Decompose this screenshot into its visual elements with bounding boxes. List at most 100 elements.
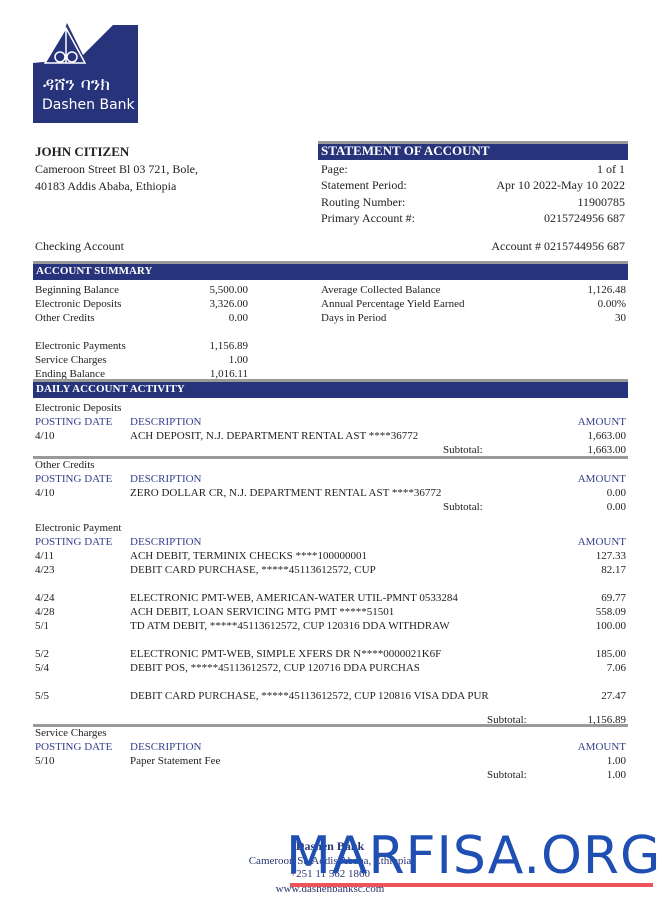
transaction-amount: 27.47 xyxy=(601,690,626,702)
column-posting-date: POSTING DATE xyxy=(35,741,113,753)
summary-value: 1,126.48 xyxy=(587,284,627,296)
summary-value: 1.00 xyxy=(228,354,248,366)
subtotal-label: Subtotal: xyxy=(487,714,527,726)
statement-value: Apr 10 2022-May 10 2022 xyxy=(496,178,625,193)
column-description: DESCRIPTION xyxy=(130,416,202,428)
column-description: DESCRIPTION xyxy=(130,473,202,485)
section-divider xyxy=(33,724,628,727)
transaction-date: 5/4 xyxy=(35,662,50,674)
statement-value: 1 of 1 xyxy=(597,162,625,176)
footer-bank-name: Dashen Bank xyxy=(295,839,365,853)
transaction-amount: 1,663.00 xyxy=(587,430,627,442)
subtotal-value: 1.00 xyxy=(606,769,626,781)
account-number: Account # 0215744956 687 xyxy=(491,239,625,253)
summary-value: 1,156.89 xyxy=(209,340,249,352)
statement-value: 0215724956 687 xyxy=(544,210,625,225)
statement-label: Primary Account #: xyxy=(321,210,415,225)
column-description: DESCRIPTION xyxy=(130,741,202,753)
subtotal-label: Subtotal: xyxy=(487,769,527,781)
transaction-date: 4/23 xyxy=(35,564,55,576)
transaction-date: 5/1 xyxy=(35,620,50,632)
summary-label: Average Collected Balance xyxy=(321,284,441,296)
transaction-description: TD ATM DEBIT, *****45113612572, CUP 1203… xyxy=(130,620,450,632)
subtotal-label: Subtotal: xyxy=(443,501,483,513)
column-posting-date: POSTING DATE xyxy=(35,473,113,485)
footer-phone: +251 11 562 1860 xyxy=(289,868,371,880)
summary-value: 1,016.11 xyxy=(209,368,248,380)
transaction-description: DEBIT POS, *****45113612572, CUP 120716 … xyxy=(130,662,420,674)
dashen-bank-logo: ዳሸን ባንክ Dashen Bank xyxy=(33,23,138,123)
transaction-amount: 7.06 xyxy=(606,662,626,674)
column-amount: AMOUNT xyxy=(577,416,626,428)
customer-address-line2: 40183 Addis Ababa, Ethiopia xyxy=(35,179,177,193)
transaction-amount: 558.09 xyxy=(595,606,626,618)
section-title: Electronic Deposits xyxy=(35,402,122,414)
subtotal-value: 1,663.00 xyxy=(587,444,627,456)
customer-name: JOHN CITIZEN xyxy=(35,144,130,159)
section-title: Service Charges xyxy=(35,727,107,739)
subtotal-value: 1,156.89 xyxy=(587,714,627,726)
logo-amharic: ዳሸን ባንክ xyxy=(43,74,110,95)
summary-value: 5,500.00 xyxy=(209,284,249,296)
section-title: Electronic Payment xyxy=(35,522,122,534)
summary-value: 0.00% xyxy=(597,298,626,310)
summary-value: 0.00 xyxy=(228,312,248,324)
transaction-description: Paper Statement Fee xyxy=(130,755,221,767)
summary-label: Service Charges xyxy=(35,354,107,366)
transaction-description: ELECTRONIC PMT-WEB, SIMPLE XFERS DR N***… xyxy=(130,648,442,660)
column-posting-date: POSTING DATE xyxy=(35,416,113,428)
subtotal-value: 0.00 xyxy=(606,501,626,513)
summary-label: Annual Percentage Yield Earned xyxy=(321,298,465,310)
transaction-date: 5/2 xyxy=(35,648,50,660)
statement-title: STATEMENT OF ACCOUNT xyxy=(318,141,628,160)
statement-label: Statement Period: xyxy=(321,178,407,193)
account-type: Checking Account xyxy=(35,239,124,253)
transaction-description: ACH DEBIT, TERMINIX CHECKS ****100000001 xyxy=(130,550,368,562)
transaction-amount: 185.00 xyxy=(595,648,626,660)
column-posting-date: POSTING DATE xyxy=(35,536,113,548)
transaction-date: 4/10 xyxy=(35,430,55,442)
transaction-date: 4/10 xyxy=(35,487,55,499)
summary-label: Electronic Payments xyxy=(35,340,126,352)
transaction-amount: 69.77 xyxy=(601,592,626,604)
transaction-date: 4/24 xyxy=(35,592,55,604)
summary-value: 3,326.00 xyxy=(209,298,249,310)
transaction-description: ACH DEPOSIT, N.J. DEPARTMENT RENTAL AST … xyxy=(130,430,419,442)
summary-value: 30 xyxy=(615,312,626,324)
transaction-amount: 1.00 xyxy=(606,755,626,767)
transaction-date: 4/11 xyxy=(35,550,55,562)
subtotal-label: Subtotal: xyxy=(443,444,483,456)
summary-label: Ending Balance xyxy=(35,368,105,380)
summary-label: Days in Period xyxy=(321,312,387,324)
transaction-amount: 82.17 xyxy=(601,564,626,576)
logo-name: Dashen Bank xyxy=(42,97,136,113)
transaction-date: 5/5 xyxy=(35,690,50,702)
summary-label: Other Credits xyxy=(35,312,95,324)
section-title: Other Credits xyxy=(35,459,95,471)
column-description: DESCRIPTION xyxy=(130,536,202,548)
customer-address-line1: Cameroon Street Bl 03 721, Bole, xyxy=(35,162,198,176)
transaction-amount: 127.33 xyxy=(595,550,626,562)
statement-label: Page: xyxy=(321,162,348,176)
column-amount: AMOUNT xyxy=(577,741,626,753)
column-amount: AMOUNT xyxy=(577,536,626,548)
transaction-date: 4/28 xyxy=(35,606,55,618)
account-summary-header: ACCOUNT SUMMARY xyxy=(33,261,628,280)
transaction-amount: 100.00 xyxy=(595,620,626,632)
statement-value: 11900785 xyxy=(577,194,625,209)
summary-label: Electronic Deposits xyxy=(35,298,122,310)
transaction-amount: 0.00 xyxy=(606,487,626,499)
watermark-underline xyxy=(290,883,653,887)
summary-label: Beginning Balance xyxy=(35,284,120,296)
footer-address: Cameroon St, Addis Ababa, Ethiopia xyxy=(248,855,412,867)
daily-activity-header: DAILY ACCOUNT ACTIVITY xyxy=(33,379,628,398)
column-amount: AMOUNT xyxy=(577,473,626,485)
transaction-description: ZERO DOLLAR CR, N.J. DEPARTMENT RENTAL A… xyxy=(130,487,442,499)
transaction-description: DEBIT CARD PURCHASE, *****45113612572, C… xyxy=(130,690,489,702)
section-divider xyxy=(33,456,628,459)
transaction-description: ELECTRONIC PMT-WEB, AMERICAN-WATER UTIL-… xyxy=(130,592,458,604)
transaction-description: ACH DEBIT, LOAN SERVICING MTG PMT *****5… xyxy=(130,606,395,618)
watermark: MARFISA.ORG xyxy=(286,826,662,886)
statement-label: Routing Number: xyxy=(321,194,406,209)
transaction-date: 5/10 xyxy=(35,755,55,767)
